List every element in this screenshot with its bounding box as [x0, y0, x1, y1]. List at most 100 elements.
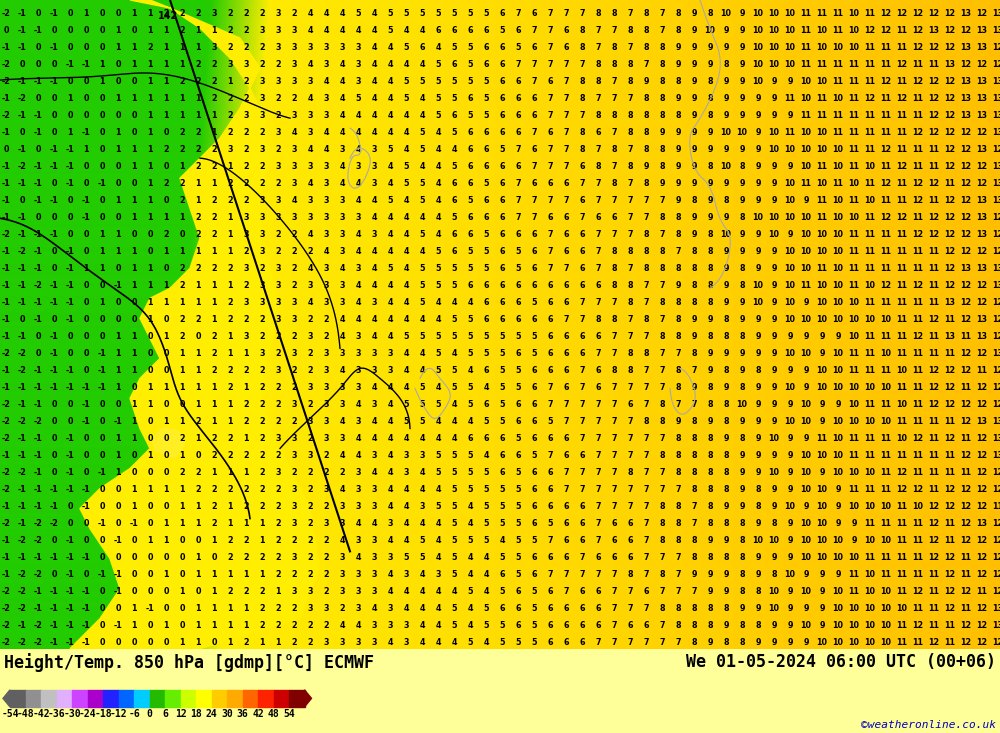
Text: 4: 4: [355, 519, 361, 528]
Text: 2: 2: [323, 621, 329, 630]
Text: 1: 1: [147, 315, 153, 324]
Text: 2: 2: [275, 349, 281, 358]
Text: 7: 7: [659, 587, 665, 596]
Text: 13: 13: [976, 519, 988, 528]
Text: -1: -1: [66, 247, 74, 256]
Text: 8: 8: [707, 553, 713, 562]
Text: 3: 3: [355, 417, 361, 426]
Text: 9: 9: [771, 417, 777, 426]
Text: 7: 7: [611, 383, 617, 392]
Text: 4: 4: [387, 468, 393, 477]
Text: 11: 11: [944, 536, 956, 545]
Text: 9: 9: [755, 400, 761, 409]
Text: 2: 2: [195, 264, 201, 273]
Text: 7: 7: [643, 383, 649, 392]
Text: 6: 6: [419, 43, 425, 51]
Text: 10: 10: [912, 502, 924, 511]
Text: 13: 13: [992, 264, 1000, 273]
Text: 8: 8: [643, 315, 649, 324]
Text: 4: 4: [435, 43, 441, 51]
Text: 11: 11: [864, 298, 876, 307]
Text: -2: -2: [18, 604, 26, 614]
Text: 3: 3: [307, 76, 313, 86]
Text: 11: 11: [928, 468, 940, 477]
Text: 6: 6: [467, 144, 473, 154]
Text: 8: 8: [675, 604, 681, 614]
Text: 2: 2: [227, 43, 233, 51]
Text: 0: 0: [51, 570, 57, 579]
Text: 2: 2: [195, 144, 201, 154]
Text: 11: 11: [928, 587, 940, 596]
Text: 2: 2: [307, 553, 313, 562]
Text: 1: 1: [163, 247, 169, 256]
Text: 4: 4: [435, 144, 441, 154]
Text: 9: 9: [675, 128, 681, 136]
Text: 11: 11: [848, 570, 860, 579]
Text: 6: 6: [531, 417, 537, 426]
Text: 6: 6: [499, 213, 505, 222]
Text: 7: 7: [515, 196, 521, 205]
Text: 8: 8: [691, 247, 697, 256]
Text: 13: 13: [944, 59, 956, 69]
Text: 12: 12: [928, 213, 940, 222]
Text: 11: 11: [928, 59, 940, 69]
Text: -1: -1: [66, 179, 74, 188]
Text: 8: 8: [659, 451, 665, 460]
Text: 12: 12: [944, 196, 956, 205]
Text: 1: 1: [83, 264, 89, 273]
Text: 12: 12: [976, 9, 988, 18]
Text: 8: 8: [643, 247, 649, 256]
Text: -2: -2: [2, 519, 10, 528]
Text: 5: 5: [499, 144, 505, 154]
Text: 7: 7: [579, 9, 585, 18]
Text: 3: 3: [323, 94, 329, 103]
Text: 9: 9: [739, 366, 745, 375]
Text: 11: 11: [784, 128, 796, 136]
Text: 4: 4: [307, 26, 313, 34]
Text: 10: 10: [832, 536, 844, 545]
Polygon shape: [152, 429, 185, 459]
Text: 7: 7: [611, 162, 617, 171]
Text: 1: 1: [163, 59, 169, 69]
Text: -1: -1: [18, 144, 26, 154]
Text: 2: 2: [339, 468, 345, 477]
Text: 8: 8: [707, 434, 713, 443]
Text: 0: 0: [83, 229, 89, 239]
Text: 1: 1: [243, 604, 249, 614]
Text: 10: 10: [864, 638, 876, 647]
Text: 0: 0: [35, 94, 41, 103]
Text: 10: 10: [800, 162, 812, 171]
Text: 0: 0: [51, 417, 57, 426]
Text: 7: 7: [547, 229, 553, 239]
Text: -1: -1: [130, 519, 138, 528]
Text: 12: 12: [960, 144, 972, 154]
Text: 7: 7: [691, 366, 697, 375]
Text: 3: 3: [387, 519, 393, 528]
Text: 11: 11: [816, 434, 828, 443]
Text: 1: 1: [195, 570, 201, 579]
Text: 10: 10: [720, 9, 732, 18]
Text: 5: 5: [467, 400, 473, 409]
Text: 2: 2: [307, 621, 313, 630]
Text: 11: 11: [864, 59, 876, 69]
Text: 4: 4: [403, 383, 409, 392]
Text: 7: 7: [563, 128, 569, 136]
Text: 1: 1: [115, 332, 121, 341]
Text: 11: 11: [896, 502, 908, 511]
Text: 3: 3: [419, 451, 425, 460]
Text: 7: 7: [659, 349, 665, 358]
Text: 11: 11: [928, 570, 940, 579]
Text: 5: 5: [467, 196, 473, 205]
Text: 9: 9: [771, 281, 777, 290]
Text: 5: 5: [483, 485, 489, 494]
Text: 5: 5: [403, 94, 409, 103]
Text: 4: 4: [403, 144, 409, 154]
Text: 2: 2: [307, 536, 313, 545]
Text: 8: 8: [739, 621, 745, 630]
Text: 5: 5: [419, 332, 425, 341]
Text: 4: 4: [339, 451, 345, 460]
Bar: [289, 690, 304, 707]
Text: 7: 7: [595, 417, 601, 426]
Text: 2: 2: [291, 94, 297, 103]
Text: 13: 13: [992, 281, 1000, 290]
